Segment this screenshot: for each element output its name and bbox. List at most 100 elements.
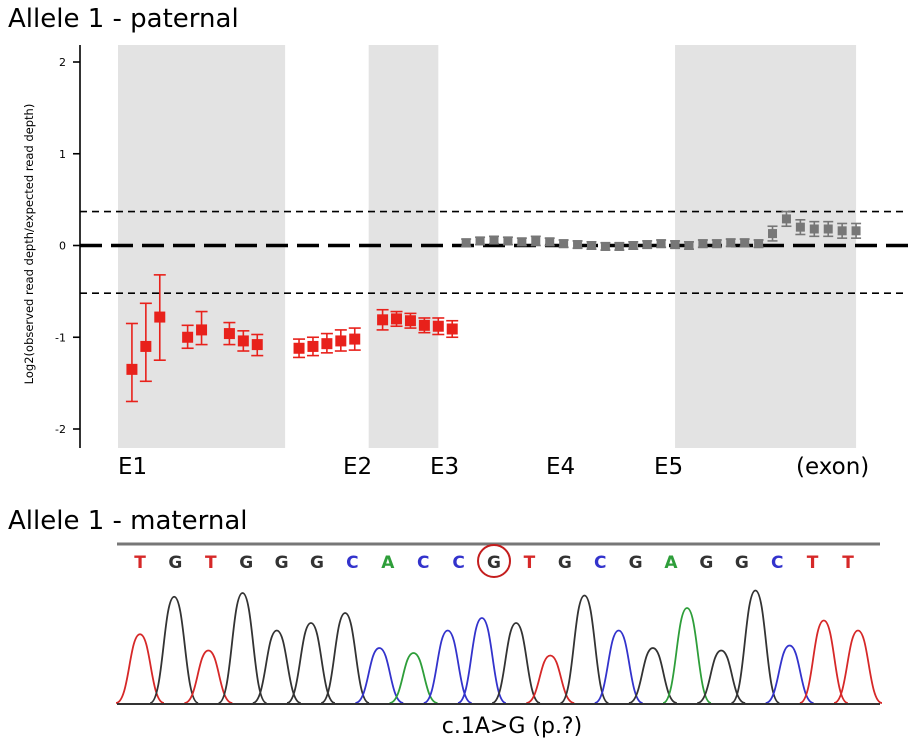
- point-marker: [404, 315, 416, 327]
- point-marker: [698, 239, 708, 249]
- point-marker: [154, 311, 166, 323]
- data-point: [502, 236, 513, 246]
- data-point: [125, 322, 138, 403]
- point-marker: [237, 335, 249, 347]
- point-marker: [823, 224, 833, 234]
- base-call: G: [558, 553, 572, 573]
- base-call: G: [735, 553, 749, 573]
- trace-peak: [765, 644, 814, 704]
- point-marker: [126, 363, 138, 375]
- point-marker: [726, 238, 736, 248]
- base-call: C: [452, 553, 464, 573]
- exon-label: E2: [343, 454, 372, 480]
- point-marker: [461, 238, 471, 248]
- base-call: G: [168, 553, 182, 573]
- point-marker: [307, 340, 319, 352]
- data-point: [725, 238, 736, 248]
- point-marker: [614, 241, 624, 251]
- trace-peak: [833, 629, 883, 704]
- base-call: C: [346, 553, 358, 573]
- point-marker: [712, 239, 722, 249]
- trace-peak: [662, 607, 712, 704]
- data-point: [404, 312, 417, 329]
- point-marker: [670, 240, 680, 250]
- data-point: [837, 222, 848, 239]
- exon-label-layer: E1 E2 E3 E4 E5 (exon): [118, 454, 869, 480]
- base-call: G: [699, 553, 713, 573]
- y-tick-label: 0: [59, 240, 66, 253]
- trace-peak: [423, 629, 473, 704]
- data-point: [418, 317, 431, 334]
- point-marker: [781, 214, 791, 224]
- point-marker: [545, 237, 555, 247]
- trace-peak: [457, 617, 507, 704]
- exon-label: E1: [118, 454, 147, 480]
- data-point: [432, 317, 445, 336]
- data-point: [516, 237, 527, 247]
- trace-peak: [389, 652, 438, 704]
- data-point: [251, 333, 264, 357]
- trace-peak: [184, 649, 233, 704]
- base-call: T: [524, 553, 536, 573]
- trace-peak: [799, 619, 849, 704]
- y-tick-layer: 2 1 0 -1 -2: [55, 56, 80, 436]
- base-call: T: [842, 553, 854, 573]
- data-point: [739, 238, 750, 248]
- data-point: [823, 220, 834, 238]
- data-point: [153, 274, 166, 361]
- base-call: G: [487, 553, 501, 573]
- data-point: [446, 319, 459, 339]
- data-point: [223, 321, 236, 346]
- base-call: C: [594, 553, 606, 573]
- point-marker: [573, 240, 583, 250]
- point-marker: [293, 342, 305, 354]
- point-marker: [656, 239, 666, 249]
- trace-layer: [115, 589, 883, 704]
- trace-peak: [286, 622, 336, 704]
- point-marker: [851, 226, 861, 236]
- point-marker: [684, 241, 694, 250]
- point-marker: [642, 240, 652, 250]
- trace-peak: [252, 629, 302, 704]
- point-marker: [196, 324, 208, 336]
- trace-peak: [525, 654, 575, 704]
- data-point: [489, 235, 499, 245]
- maternal-heading: Allele 1 - maternal: [8, 506, 248, 536]
- base-call: T: [807, 553, 819, 573]
- data-point: [558, 239, 569, 249]
- data-point: [293, 338, 306, 359]
- data-point-layer: [125, 210, 862, 403]
- data-point: [544, 237, 555, 247]
- data-point: [461, 238, 472, 248]
- data-point: [572, 240, 583, 250]
- data-point: [376, 308, 389, 331]
- point-marker: [335, 335, 347, 347]
- point-marker: [182, 331, 194, 343]
- base-call: G: [275, 553, 289, 573]
- y-tick-label: -2: [55, 423, 66, 436]
- point-marker: [754, 239, 764, 249]
- data-point: [642, 240, 653, 250]
- point-marker: [432, 320, 444, 332]
- data-point: [195, 310, 208, 346]
- data-point: [600, 241, 611, 251]
- data-point: [753, 239, 764, 249]
- point-marker: [586, 241, 596, 250]
- y-tick-label: 2: [59, 56, 66, 69]
- data-point: [767, 225, 778, 242]
- point-marker: [768, 229, 778, 239]
- base-call: T: [134, 553, 146, 573]
- exon-label: (exon): [796, 454, 869, 480]
- data-point: [781, 210, 792, 228]
- data-point: [851, 222, 862, 239]
- trace-peak: [149, 595, 199, 704]
- trace-peak: [115, 633, 165, 704]
- data-point: [670, 240, 681, 250]
- data-point: [320, 332, 333, 354]
- base-call: G: [629, 553, 643, 573]
- base-call: A: [381, 553, 395, 573]
